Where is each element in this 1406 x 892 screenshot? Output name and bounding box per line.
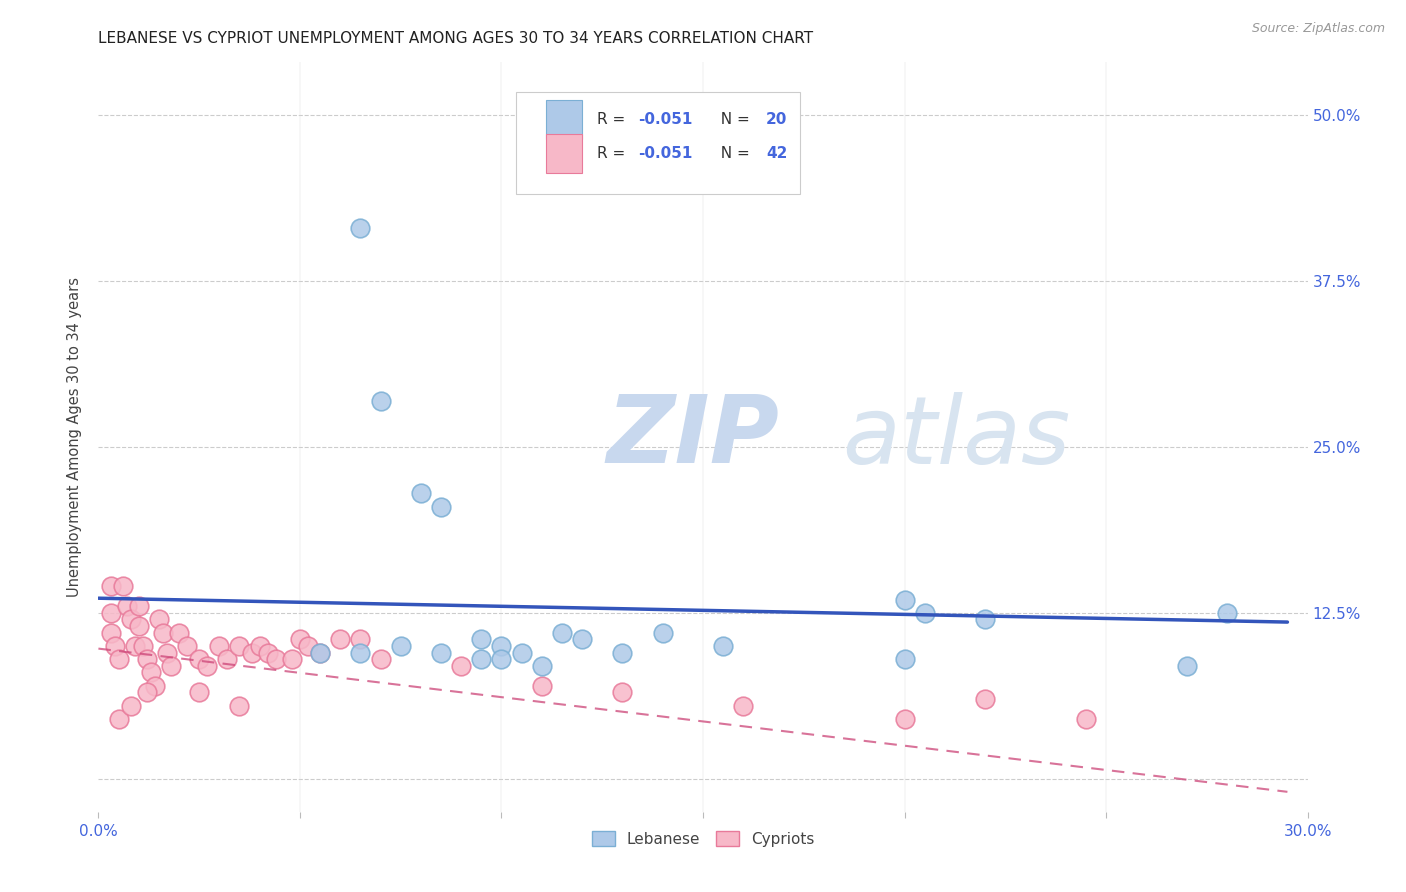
Point [103, 639, 125, 653]
Point [135, 685, 157, 699]
Point [120, 612, 142, 626]
Point [188, 685, 211, 699]
Point [120, 698, 142, 713]
Point [530, 679, 553, 693]
Point [329, 632, 352, 647]
Point [914, 606, 936, 620]
Point [551, 625, 574, 640]
Point [107, 652, 129, 666]
Y-axis label: Unemployment Among Ages 30 to 34 years: Unemployment Among Ages 30 to 34 years [67, 277, 83, 597]
Point [124, 639, 146, 653]
Point [470, 632, 492, 647]
Point [217, 652, 239, 666]
Point [167, 625, 190, 640]
Point [893, 712, 915, 726]
Point [100, 625, 122, 640]
Point [491, 639, 513, 653]
Point [156, 646, 179, 660]
Legend: Lebanese, Cypriots: Lebanese, Cypriots [586, 824, 820, 853]
Point [195, 658, 218, 673]
Point [1175, 658, 1198, 673]
Point [139, 665, 162, 680]
Text: atlas: atlas [842, 392, 1070, 483]
Point [1074, 712, 1097, 726]
FancyBboxPatch shape [516, 93, 800, 194]
Point [111, 579, 134, 593]
Point [115, 599, 138, 614]
Point [974, 612, 997, 626]
Point [132, 639, 155, 653]
FancyBboxPatch shape [546, 134, 582, 172]
Point [148, 612, 170, 626]
Point [208, 639, 231, 653]
Point [470, 652, 492, 666]
Point [430, 500, 453, 514]
Point [370, 393, 392, 408]
Point [349, 632, 371, 647]
Point [309, 646, 332, 660]
Point [409, 486, 432, 500]
Point [152, 625, 174, 640]
Point [389, 639, 412, 653]
Point [893, 592, 915, 607]
Point [1216, 606, 1239, 620]
Point [349, 646, 371, 660]
Point [571, 632, 593, 647]
Point [370, 652, 392, 666]
Text: LEBANESE VS CYPRIOT UNEMPLOYMENT AMONG AGES 30 TO 34 YEARS CORRELATION CHART: LEBANESE VS CYPRIOT UNEMPLOYMENT AMONG A… [98, 31, 814, 46]
Text: Source: ZipAtlas.com: Source: ZipAtlas.com [1251, 22, 1385, 36]
Point [188, 652, 211, 666]
Point [107, 712, 129, 726]
Point [309, 646, 332, 660]
Point [530, 658, 553, 673]
Text: ZIP: ZIP [606, 391, 779, 483]
Point [143, 679, 166, 693]
Point [349, 221, 371, 235]
Point [264, 652, 287, 666]
Point [893, 652, 915, 666]
Point [249, 639, 271, 653]
Point [135, 652, 157, 666]
Point [100, 579, 122, 593]
Text: R =: R = [596, 112, 630, 127]
Point [128, 619, 150, 633]
Point [288, 632, 311, 647]
Point [612, 646, 634, 660]
Point [510, 646, 533, 660]
Text: -0.051: -0.051 [638, 145, 692, 161]
Text: R =: R = [596, 145, 630, 161]
Point [281, 652, 304, 666]
Text: 20: 20 [766, 112, 787, 127]
Point [100, 606, 122, 620]
Point [297, 639, 319, 653]
Point [128, 599, 150, 614]
Point [651, 625, 673, 640]
Point [160, 658, 183, 673]
Point [612, 685, 634, 699]
Text: -0.051: -0.051 [638, 112, 692, 127]
Point [430, 646, 453, 660]
Text: N =: N = [711, 112, 755, 127]
Point [256, 646, 278, 660]
Point [228, 639, 250, 653]
FancyBboxPatch shape [546, 100, 582, 139]
Point [974, 692, 997, 706]
Point [228, 698, 250, 713]
Text: N =: N = [711, 145, 755, 161]
Point [733, 698, 755, 713]
Point [176, 639, 198, 653]
Point [711, 639, 734, 653]
Point [450, 658, 472, 673]
Point [240, 646, 263, 660]
Text: 42: 42 [766, 145, 787, 161]
Point [491, 652, 513, 666]
